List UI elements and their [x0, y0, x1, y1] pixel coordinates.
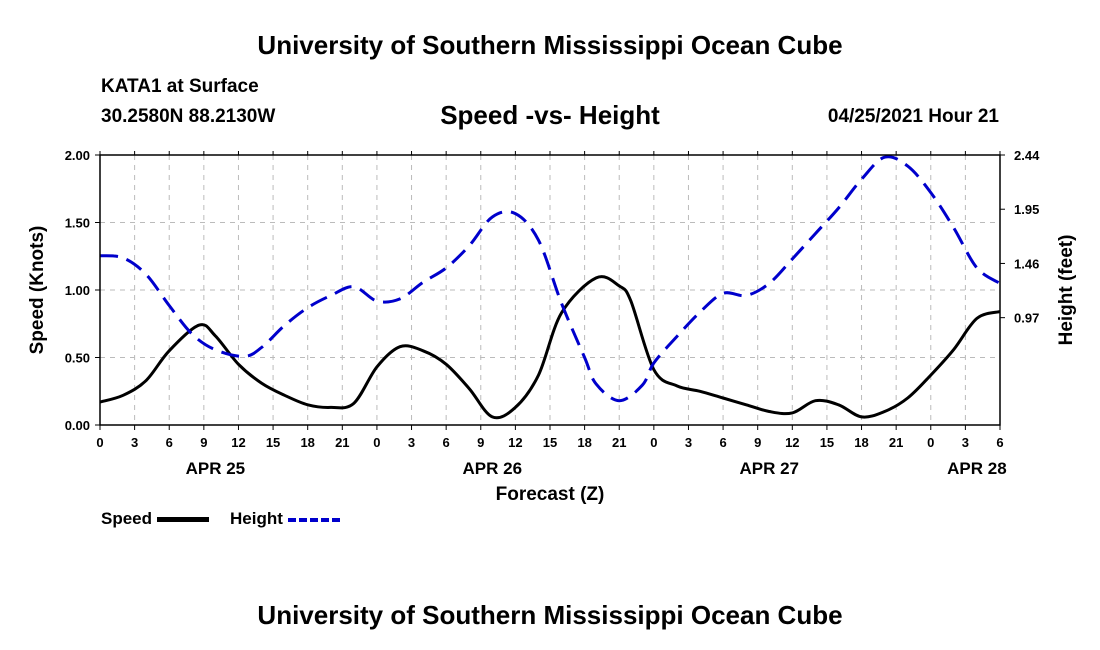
x-tick-label: 0	[96, 435, 103, 450]
grid-layer	[100, 155, 1000, 425]
x-tick-label: 12	[508, 435, 522, 450]
legend-height: Height	[230, 509, 340, 529]
forecast-datetime: 04/25/2021 Hour 21	[827, 106, 999, 127]
x-tick-label: 21	[889, 435, 903, 450]
y2-tick-label: 1.95	[1014, 202, 1039, 217]
day-label: APR 26	[463, 459, 523, 478]
x-tick-label: 15	[543, 435, 557, 450]
x-tick-label: 15	[820, 435, 834, 450]
legend-speed-label: Speed	[101, 509, 153, 528]
x-tick-label: 18	[854, 435, 868, 450]
x-tick-label: 0	[373, 435, 380, 450]
x-tick-label: 9	[477, 435, 484, 450]
y-tick-label: 0.00	[65, 418, 90, 433]
x-tick-label: 9	[200, 435, 207, 450]
x-tick-label: 21	[335, 435, 349, 450]
footer-title: University of Southern Mississippi Ocean…	[257, 600, 843, 630]
y2-tick-label: 0.97	[1014, 311, 1039, 326]
page-title: University of Southern Mississippi Ocean…	[257, 30, 843, 60]
legend-speed-swatch	[156, 517, 209, 523]
series-line-height	[99, 155, 1001, 403]
x-tick-label: 3	[962, 435, 969, 450]
day-label: APR 25	[186, 459, 246, 478]
station-coordinates: 30.2580N 88.2130W	[101, 106, 276, 127]
x-tick-label: 0	[927, 435, 934, 450]
x-tick-label: 18	[577, 435, 591, 450]
x-tick-label: 3	[408, 435, 415, 450]
y-tick-label: 2.00	[65, 148, 90, 163]
day-label: APR 28	[947, 459, 1007, 478]
x-tick-label: 9	[754, 435, 761, 450]
y-tick-label: 1.00	[65, 283, 90, 298]
legend-height-swatch	[287, 517, 340, 522]
x-tick-label: 15	[266, 435, 280, 450]
series-layer	[99, 155, 1001, 420]
y-tick-label: 1.50	[65, 216, 90, 231]
x-tick-label: 12	[785, 435, 799, 450]
y2-axis-title: Height (feet)	[1056, 235, 1077, 346]
x-tick-label: 6	[719, 435, 726, 450]
x-tick-label: 3	[685, 435, 692, 450]
y2-tick-label: 2.44	[1014, 148, 1040, 163]
axis-layer: 0 3 6 9 12 15 18 21 0 3 6 9 12 15 18 21 0 3 6 9 12 15 18 21 0 3 6A…	[65, 148, 1040, 478]
x-tick-label: 0	[650, 435, 657, 450]
legend-speed: Speed	[101, 509, 209, 529]
x-tick-label: 6	[996, 435, 1003, 450]
day-label: APR 27	[739, 459, 799, 478]
chart-title: Speed -vs- Height	[0, 100, 1100, 131]
legend-height-label: Height	[230, 509, 283, 528]
x-axis-title: Forecast (Z)	[496, 484, 605, 505]
x-tick-label: 6	[443, 435, 450, 450]
y2-tick-label: 1.46	[1014, 256, 1039, 271]
x-tick-label: 21	[612, 435, 626, 450]
y-tick-label: 0.50	[65, 351, 90, 366]
x-tick-label: 12	[231, 435, 245, 450]
x-tick-label: 18	[300, 435, 314, 450]
chart-title-text: Speed -vs- Height	[440, 100, 660, 130]
y-axis-title: Speed (Knots)	[27, 226, 48, 355]
x-tick-label: 6	[166, 435, 173, 450]
station-name: KATA1 at Surface	[101, 76, 259, 97]
x-tick-label: 3	[131, 435, 138, 450]
series-line-speed	[99, 275, 1001, 420]
